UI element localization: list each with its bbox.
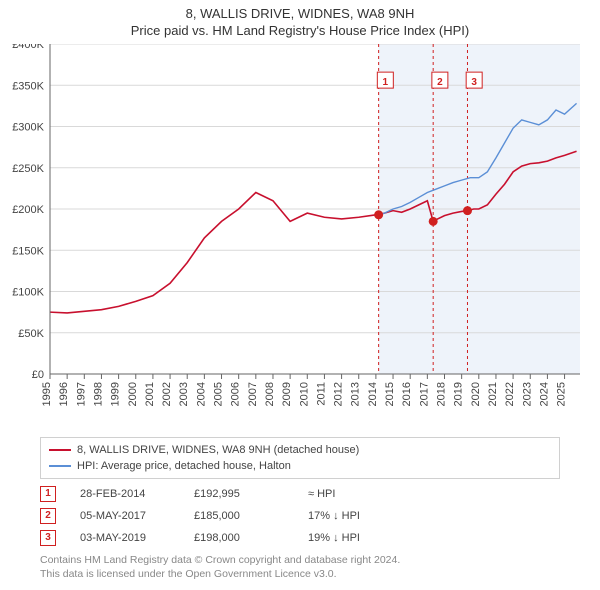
legend-label: HPI: Average price, detached house, Halt… bbox=[77, 458, 291, 474]
x-tick-label: 2025 bbox=[556, 382, 568, 406]
x-tick-label: 2023 bbox=[521, 382, 533, 406]
x-tick-label: 2024 bbox=[538, 382, 550, 406]
sales-date: 03-MAY-2019 bbox=[80, 527, 170, 549]
sales-marker: 1 bbox=[40, 486, 56, 502]
x-tick-label: 2010 bbox=[298, 382, 310, 406]
footer-line-1: Contains HM Land Registry data © Crown c… bbox=[40, 553, 560, 567]
legend-row: HPI: Average price, detached house, Halt… bbox=[49, 458, 551, 474]
x-tick-label: 2003 bbox=[178, 382, 190, 406]
sales-row: 3 03-MAY-2019 £198,000 19% ↓ HPI bbox=[40, 527, 560, 549]
footer-line-2: This data is licensed under the Open Gov… bbox=[40, 567, 560, 581]
y-tick-label: £150K bbox=[12, 245, 44, 257]
legend-swatch bbox=[49, 449, 71, 451]
x-tick-label: 2017 bbox=[418, 382, 430, 406]
chart-container: 8, WALLIS DRIVE, WIDNES, WA8 9NH Price p… bbox=[0, 6, 600, 581]
y-tick-label: £300K bbox=[12, 122, 44, 134]
sales-price: £192,995 bbox=[194, 483, 284, 505]
x-tick-label: 2021 bbox=[487, 382, 499, 406]
sales-marker: 2 bbox=[40, 508, 56, 524]
legend-label: 8, WALLIS DRIVE, WIDNES, WA8 9NH (detach… bbox=[77, 442, 359, 458]
legend-box: 8, WALLIS DRIVE, WIDNES, WA8 9NH (detach… bbox=[40, 437, 560, 479]
x-tick-label: 2002 bbox=[161, 382, 173, 406]
chart-title: 8, WALLIS DRIVE, WIDNES, WA8 9NH bbox=[0, 6, 600, 21]
x-tick-label: 2020 bbox=[470, 382, 482, 406]
y-tick-label: £50K bbox=[18, 328, 44, 340]
x-tick-label: 2019 bbox=[453, 382, 465, 406]
x-tick-label: 2004 bbox=[195, 382, 207, 406]
x-tick-label: 2008 bbox=[264, 382, 276, 406]
sales-marker: 3 bbox=[40, 530, 56, 546]
y-tick-label: £200K bbox=[12, 204, 44, 216]
x-tick-label: 2022 bbox=[504, 382, 516, 406]
x-tick-label: 2000 bbox=[127, 382, 139, 406]
x-tick-label: 2005 bbox=[213, 382, 225, 406]
sale-point bbox=[463, 206, 472, 215]
x-tick-label: 1998 bbox=[92, 382, 104, 406]
x-tick-label: 2015 bbox=[384, 382, 396, 406]
sales-price: £185,000 bbox=[194, 505, 284, 527]
chart-plot: £0 £50K £100K £150K £200K £250K £300K £350K £400… bbox=[0, 44, 600, 429]
x-tick-label: 1999 bbox=[110, 382, 122, 406]
x-tick-label: 2016 bbox=[401, 382, 413, 406]
sales-row: 2 05-MAY-2017 £185,000 17% ↓ HPI bbox=[40, 505, 560, 527]
y-tick-label: £250K bbox=[12, 163, 44, 175]
y-tick-label: £0 bbox=[32, 369, 44, 381]
event-marker-label: 1 bbox=[383, 77, 389, 88]
y-tick-label: £100K bbox=[12, 287, 44, 299]
x-tick-label: 2001 bbox=[144, 382, 156, 406]
sale-point bbox=[374, 210, 383, 219]
y-tick-label: £350K bbox=[12, 80, 44, 92]
sales-delta: ≈ HPI bbox=[308, 483, 398, 505]
sale-point bbox=[429, 217, 438, 226]
x-tick-label: 2009 bbox=[281, 382, 293, 406]
x-tick-label: 1997 bbox=[75, 382, 87, 406]
sales-delta: 17% ↓ HPI bbox=[308, 505, 398, 527]
y-tick-label: £400K bbox=[12, 44, 44, 51]
x-tick-label: 1995 bbox=[41, 382, 53, 406]
footer-attribution: Contains HM Land Registry data © Crown c… bbox=[40, 553, 560, 581]
sales-row: 1 28-FEB-2014 £192,995 ≈ HPI bbox=[40, 483, 560, 505]
event-marker-label: 2 bbox=[437, 77, 443, 88]
sales-delta: 19% ↓ HPI bbox=[308, 527, 398, 549]
sales-date: 05-MAY-2017 bbox=[80, 505, 170, 527]
x-tick-label: 2011 bbox=[315, 382, 327, 406]
legend-swatch bbox=[49, 465, 71, 467]
event-marker-label: 3 bbox=[471, 77, 477, 88]
x-tick-label: 1996 bbox=[58, 382, 70, 406]
x-tick-label: 2012 bbox=[333, 382, 345, 406]
x-tick-label: 2006 bbox=[230, 382, 242, 406]
sales-date: 28-FEB-2014 bbox=[80, 483, 170, 505]
chart-svg: £0 £50K £100K £150K £200K £250K £300K £350K £400… bbox=[0, 44, 600, 424]
x-tick-label: 2013 bbox=[350, 382, 362, 406]
chart-subtitle: Price paid vs. HM Land Registry's House … bbox=[0, 23, 600, 38]
x-tick-label: 2018 bbox=[435, 382, 447, 406]
x-tick-label: 2014 bbox=[367, 382, 379, 406]
x-tick-label: 2007 bbox=[247, 382, 259, 406]
sales-price: £198,000 bbox=[194, 527, 284, 549]
legend-row: 8, WALLIS DRIVE, WIDNES, WA8 9NH (detach… bbox=[49, 442, 551, 458]
sales-table: 1 28-FEB-2014 £192,995 ≈ HPI 2 05-MAY-2017 £18… bbox=[40, 483, 560, 549]
